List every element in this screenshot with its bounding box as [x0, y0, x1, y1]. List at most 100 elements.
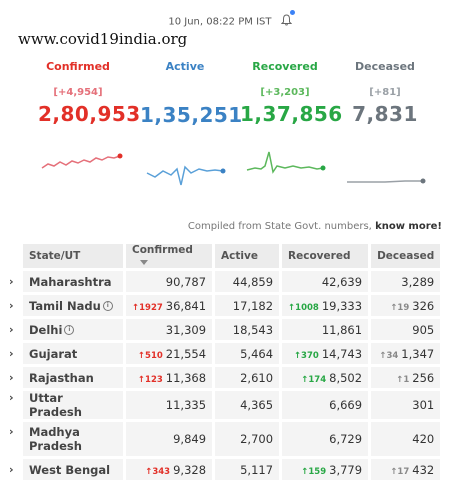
deceased-delta: [+81] [369, 87, 401, 98]
active-value: 5,464 [240, 346, 274, 361]
header-deceased[interactable]: Deceased [371, 244, 441, 268]
confirmed-value: 11,335 [165, 398, 207, 412]
recovered-value: 11,861 [321, 322, 363, 337]
active-value: 2,610 [240, 370, 274, 385]
deceased-value: 432 [412, 462, 435, 477]
confirmed-cell: 11,335 [126, 391, 213, 419]
state-cell: › Maharashtra [9, 271, 123, 292]
active-value: 17,182 [232, 298, 274, 313]
confirmed-cell: ↑1927 36,841 [126, 295, 213, 316]
header-state[interactable]: State/UT [23, 244, 123, 268]
recovered-increase: ↑159 [301, 466, 327, 477]
state-name: Maharashtra [29, 274, 112, 289]
confirmed-value: 11,368 [165, 370, 207, 385]
state-name: Delhi [29, 322, 63, 337]
table-row[interactable]: › Madhya Pradesh 9,849 2,700 6,729 420 [9, 422, 441, 456]
bell-icon[interactable] [280, 10, 295, 29]
confirmed-cell: ↑343 9,328 [126, 459, 213, 480]
recovered-value: 1,37,856 [240, 102, 343, 126]
deceased-increase: ↑19 [390, 302, 410, 313]
recovered-value: 42,639 [321, 274, 363, 289]
chevron-right-icon[interactable]: › [9, 346, 14, 360]
deceased-stat[interactable]: Deceased [+81] 7,831 [350, 60, 420, 126]
recovered-value: 14,743 [321, 346, 363, 361]
notification-dot [289, 10, 295, 15]
recovered-cell: 42,639 [282, 271, 369, 292]
confirmed-value: 9,849 [173, 432, 207, 446]
deceased-cell: ↑34 1,347 [371, 343, 441, 364]
recovered-value: 6,729 [329, 432, 363, 446]
table-row[interactable]: › Uttar Pradesh 11,335 4,365 6,669 301 [9, 391, 441, 419]
chevron-right-icon[interactable]: › [9, 391, 14, 404]
active-cell: 4,365 [215, 391, 280, 419]
table-row[interactable]: › Gujarat ↑510 21,554 5,464 ↑370 14,743 ↑34 1,34… [9, 343, 441, 364]
deceased-sparkline [347, 178, 426, 184]
active-value: 18,543 [232, 322, 274, 337]
chevron-right-icon[interactable]: › [9, 298, 14, 312]
confirmed-value: 2,80,953 [38, 102, 141, 126]
compiled-text: Compiled from State Govt. numbers, [187, 221, 372, 232]
confirmed-label: Confirmed [46, 60, 110, 73]
recovered-cell: ↑159 3,779 [282, 459, 369, 480]
header-recovered[interactable]: Recovered [282, 244, 369, 268]
confirmed-cell: 9,849 [126, 422, 213, 456]
state-cell: › West Bengal [9, 459, 123, 480]
confirmed-value: 90,787 [165, 274, 207, 289]
deceased-increase: ↑34 [379, 350, 399, 361]
state-cell: › Uttar Pradesh [9, 391, 123, 419]
table-row[interactable]: › Rajasthan ↑123 11,368 2,610 ↑174 8,502 ↑1 256 [9, 367, 441, 388]
recovered-delta: [+3,203] [260, 87, 310, 98]
state-name: Rajasthan [29, 370, 94, 385]
deceased-value: 256 [412, 370, 435, 385]
state-cell: › Delhi i [9, 319, 123, 340]
recovered-cell: ↑174 8,502 [282, 367, 369, 388]
header-active[interactable]: Active [215, 244, 280, 268]
header-confirmed[interactable]: Confirmed [126, 244, 213, 268]
confirmed-cell: 90,787 [126, 271, 213, 292]
state-cell: › Rajasthan [9, 367, 123, 388]
table-row[interactable]: › West Bengal ↑343 9,328 5,117 ↑159 3,779 ↑17 43… [9, 459, 441, 480]
recovered-sparkline [246, 151, 326, 174]
state-table: State/UT Confirmed Active Recovered Dece… [9, 241, 443, 483]
deceased-value: 420 [412, 432, 435, 446]
table-body: › Maharashtra 90,787 44,859 42,639 3,289 › Tami… [9, 271, 441, 480]
confirmed-value: 9,328 [173, 462, 207, 477]
recovered-value: 19,333 [321, 298, 363, 313]
site-watermark: www.covid19india.org [18, 30, 188, 48]
chevron-right-icon[interactable]: › [9, 322, 14, 336]
recovered-stat[interactable]: Recovered [+3,203] 1,37,856 [240, 60, 343, 126]
info-icon[interactable]: i [64, 325, 75, 335]
info-icon[interactable]: i [102, 301, 113, 311]
recovered-label: Recovered [252, 60, 318, 73]
deceased-increase: ↑17 [390, 466, 410, 477]
table-row[interactable]: › Delhi i 31,309 18,543 11,861 905 [9, 319, 441, 340]
recovered-value: 6,669 [329, 398, 363, 412]
deceased-value: 3,289 [401, 274, 435, 289]
state-name: Madhya Pradesh [29, 425, 82, 453]
know-more-link[interactable]: know more! [375, 221, 442, 232]
recovered-increase: ↑370 [293, 350, 319, 361]
state-name: Uttar Pradesh [29, 391, 82, 419]
deceased-value: 905 [412, 322, 435, 337]
active-stat[interactable]: Active 1,35,251 [140, 60, 242, 127]
chevron-right-icon[interactable]: › [9, 370, 14, 384]
state-name: Tamil Nadu [29, 298, 101, 313]
recovered-increase: ↑1008 [288, 302, 319, 313]
confirmed-value: 31,309 [165, 322, 207, 337]
confirmed-increase: ↑343 [145, 466, 171, 477]
table-row[interactable]: › Tamil Nadu i ↑1927 36,841 17,182 ↑1008 19,333… [9, 295, 441, 316]
compiled-note: Compiled from State Govt. numbers, know … [188, 221, 442, 232]
deceased-value: 301 [412, 398, 435, 412]
state-name: Gujarat [29, 346, 78, 361]
deceased-label: Deceased [355, 60, 415, 73]
chevron-right-icon[interactable]: › [9, 425, 14, 438]
active-sparkline [146, 165, 226, 186]
deceased-value: 7,831 [352, 102, 418, 126]
chevron-right-icon[interactable]: › [9, 462, 14, 476]
confirmed-stat[interactable]: Confirmed [+4,954] 2,80,953 [38, 60, 141, 126]
table-row[interactable]: › Maharashtra 90,787 44,859 42,639 3,289 [9, 271, 441, 292]
state-name: West Bengal [29, 462, 111, 477]
sort-down-icon[interactable] [140, 259, 148, 265]
active-delta [140, 87, 230, 99]
chevron-right-icon[interactable]: › [9, 274, 14, 288]
